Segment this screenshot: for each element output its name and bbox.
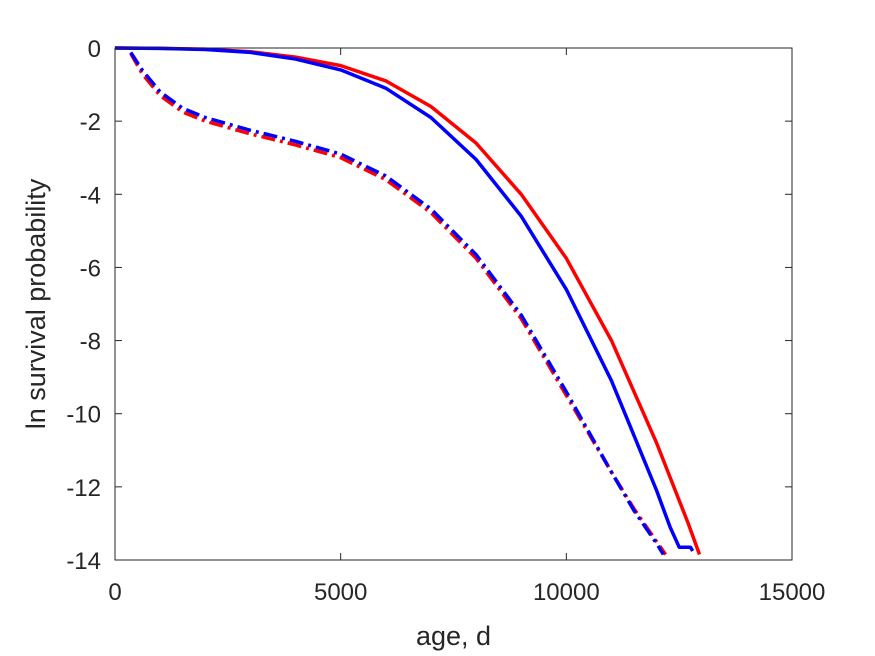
x-tick-label: 10000: [533, 579, 600, 606]
ticks-layer: 0 5000 10000 15000 0 -2 -4 -6 -8 -10 -12 -14: [66, 36, 825, 606]
y-tick-label: -10: [66, 402, 101, 429]
y-tick-label: -2: [80, 109, 101, 136]
x-tick-label: 15000: [759, 579, 826, 606]
y-tick-label: -14: [66, 548, 101, 575]
plot-frame: [114, 47, 793, 561]
y-tick-label: -8: [80, 329, 101, 356]
x-axis-title: age, d: [416, 621, 491, 651]
y-tick-label: -6: [80, 255, 101, 282]
y-tick-label: -4: [80, 182, 101, 209]
y-axis-title: ln survival probability: [21, 178, 51, 429]
series-layer: [114, 46, 702, 556]
series-line-2: [114, 46, 695, 552]
plot-area: [115, 48, 792, 560]
x-tick-label: 5000: [314, 579, 367, 606]
y-tick-label: 0: [88, 36, 101, 63]
x-tick-label: 0: [108, 579, 121, 606]
y-tick-label: -12: [66, 475, 101, 502]
series-line-4: [129, 51, 665, 556]
